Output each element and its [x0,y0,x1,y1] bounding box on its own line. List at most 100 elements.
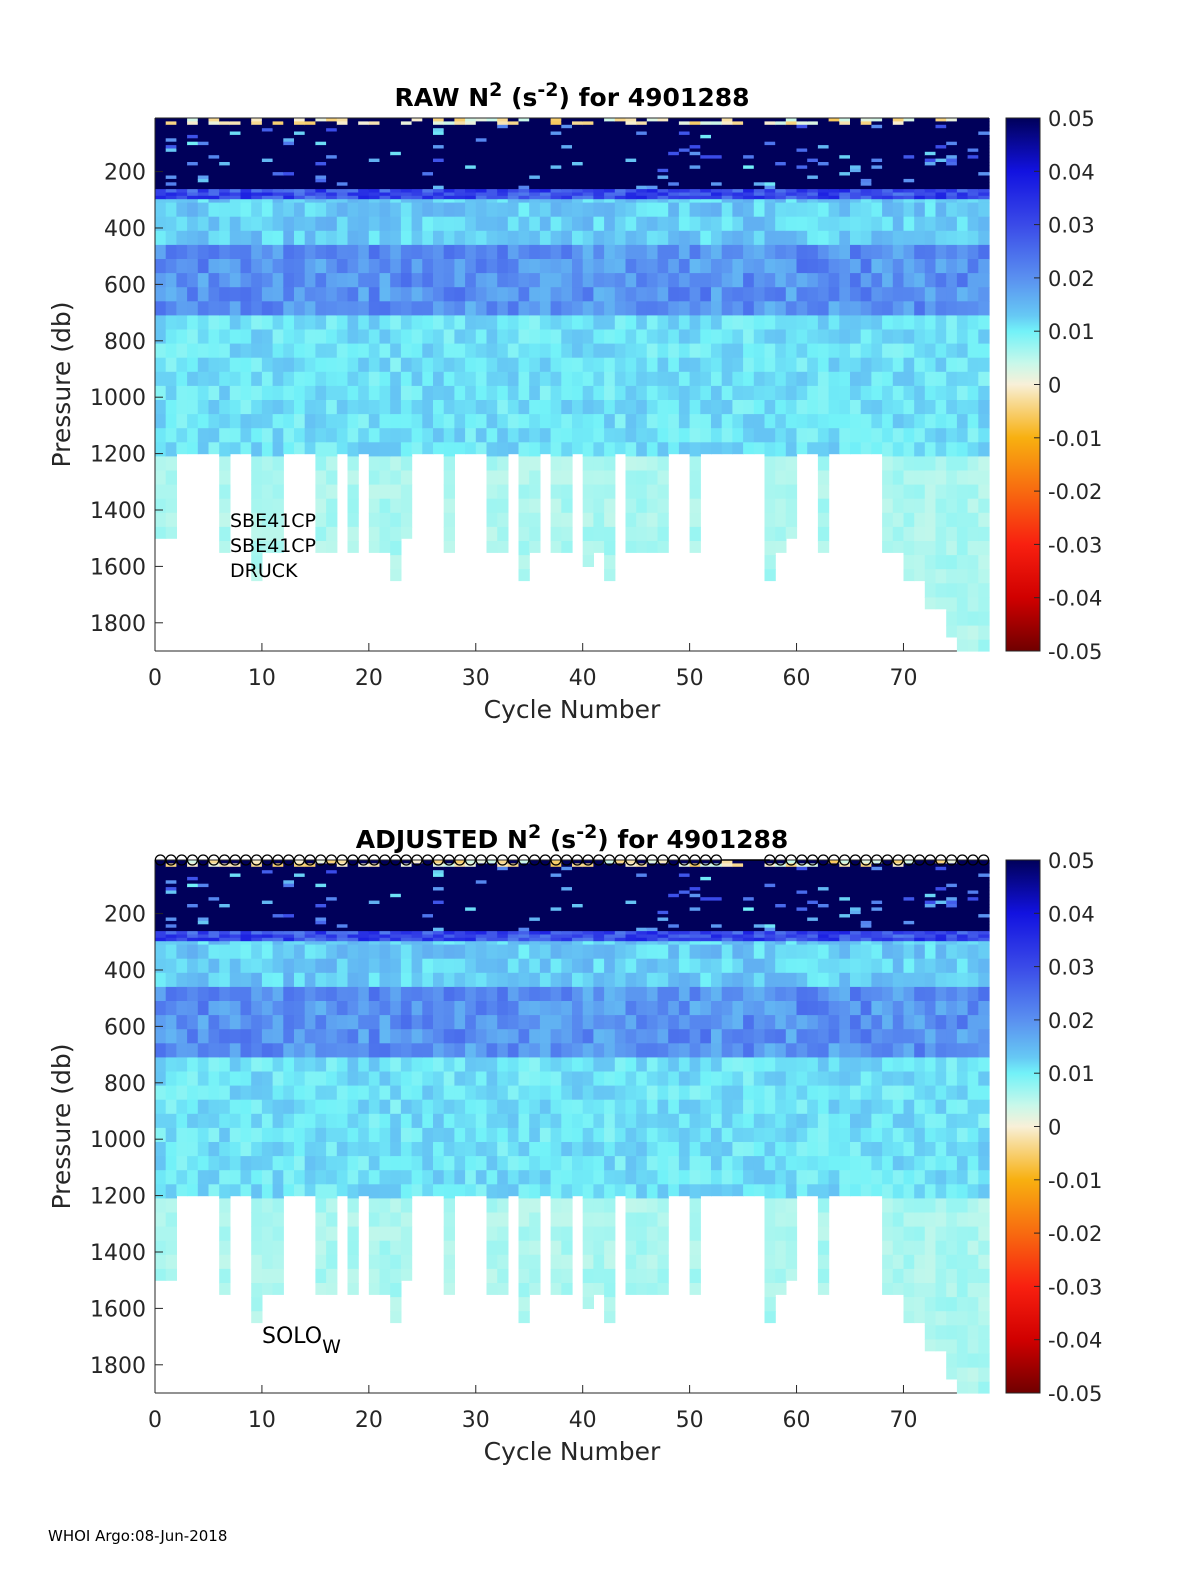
heatmap-cell [272,934,284,939]
heatmap-cell [475,134,488,139]
heatmap-cell [593,199,605,204]
heatmap-cell [368,866,381,871]
heatmap-cell [914,128,926,133]
heatmap-cell [625,155,637,160]
heatmap-cell [529,371,541,387]
heatmap-cell [390,883,402,888]
heatmap-cell [561,175,573,180]
heatmap-cell [347,199,359,204]
heatmap-cell [411,972,423,988]
heatmap-cell [721,273,733,288]
heatmap-cell [229,172,242,177]
heatmap-cell [155,259,167,274]
heatmap-cell [850,287,862,302]
heatmap-cell [550,168,562,173]
heatmap-cell [443,182,455,187]
heatmap-cell [636,244,648,260]
heatmap-cell [368,357,381,373]
heatmap-cell [165,131,177,136]
heatmap-cell [261,195,274,200]
heatmap-cell [946,199,958,204]
heatmap-cell [379,178,391,183]
heatmap-cell [422,876,434,881]
heatmap-cell [828,165,840,170]
heatmap-cell [347,202,359,218]
heatmap-cell [358,900,370,905]
heatmap-cell [807,145,819,150]
heatmap-cell [753,414,766,429]
heatmap-cell [229,870,242,875]
heatmap-cell [240,941,252,946]
heatmap-cell [155,182,167,187]
heatmap-cell [935,141,947,146]
heatmap-cell [240,986,252,1002]
heatmap-cell [219,924,231,929]
heatmap-cell [165,897,177,902]
heatmap-cell [251,168,263,173]
heatmap-cell [604,259,616,274]
heatmap-cell [326,1085,338,1101]
heatmap-cell [753,138,766,143]
heatmap-cell [935,192,947,197]
heatmap-cell [657,155,669,160]
heatmap-cell [497,470,509,486]
heatmap-cell [924,195,937,200]
heatmap-cell [796,148,808,153]
heatmap-cell [197,189,210,194]
heatmap-cell [443,371,455,387]
heatmap-cell [304,357,316,373]
heatmap-cell [871,168,883,173]
heatmap-cell [155,357,167,373]
heatmap-cell [796,301,808,316]
heatmap-cell [251,148,263,153]
heatmap-cell [197,151,210,156]
heatmap-cell [507,148,520,153]
heatmap-cell [593,259,605,274]
heatmap-cell [283,924,295,929]
heatmap-cell [614,442,627,455]
heatmap-cell [892,155,905,160]
heatmap-cell [165,1001,177,1016]
heatmap-cell [294,880,306,885]
heatmap-cell [796,131,808,136]
heatmap-cell [572,414,584,429]
heatmap-cell [251,1057,263,1073]
heatmap-cell [261,1085,274,1101]
heatmap-cell [775,202,787,218]
heatmap-cell [657,470,669,486]
heatmap-cell [155,199,167,204]
heatmap-cell [390,414,402,429]
heatmap-cell [155,145,167,150]
heatmap-cell [764,428,776,443]
heatmap-cell [197,385,210,401]
heatmap-cell [240,162,252,166]
heatmap-cell [176,876,188,881]
heatmap-cell [336,175,349,180]
heatmap-cell [850,155,862,160]
heatmap-cell [550,118,562,122]
heatmap-cell [967,178,979,183]
heatmap-cell [304,118,316,122]
heatmap-cell [732,400,744,415]
heatmap-cell [807,158,819,163]
heatmap-cell [507,343,520,359]
heatmap-cell [326,958,338,974]
heatmap-cell [176,880,188,885]
heatmap-cell [497,148,509,153]
heatmap-cell [593,148,605,153]
heatmap-cell [272,526,284,542]
heatmap-cell [646,329,659,345]
heatmap-cell [721,442,733,455]
heatmap-cell [593,145,605,150]
heatmap-cell [732,128,744,133]
heatmap-cell [358,165,370,170]
heatmap-cell [572,216,584,232]
heatmap-cell [315,121,327,126]
heatmap-cell [261,371,274,387]
heatmap-cell [219,934,231,939]
heatmap-cell [454,128,466,133]
heatmap-cell [657,428,669,443]
heatmap-cell [304,121,316,126]
heatmap-cell [229,1001,242,1016]
heatmap-cell [347,866,359,871]
